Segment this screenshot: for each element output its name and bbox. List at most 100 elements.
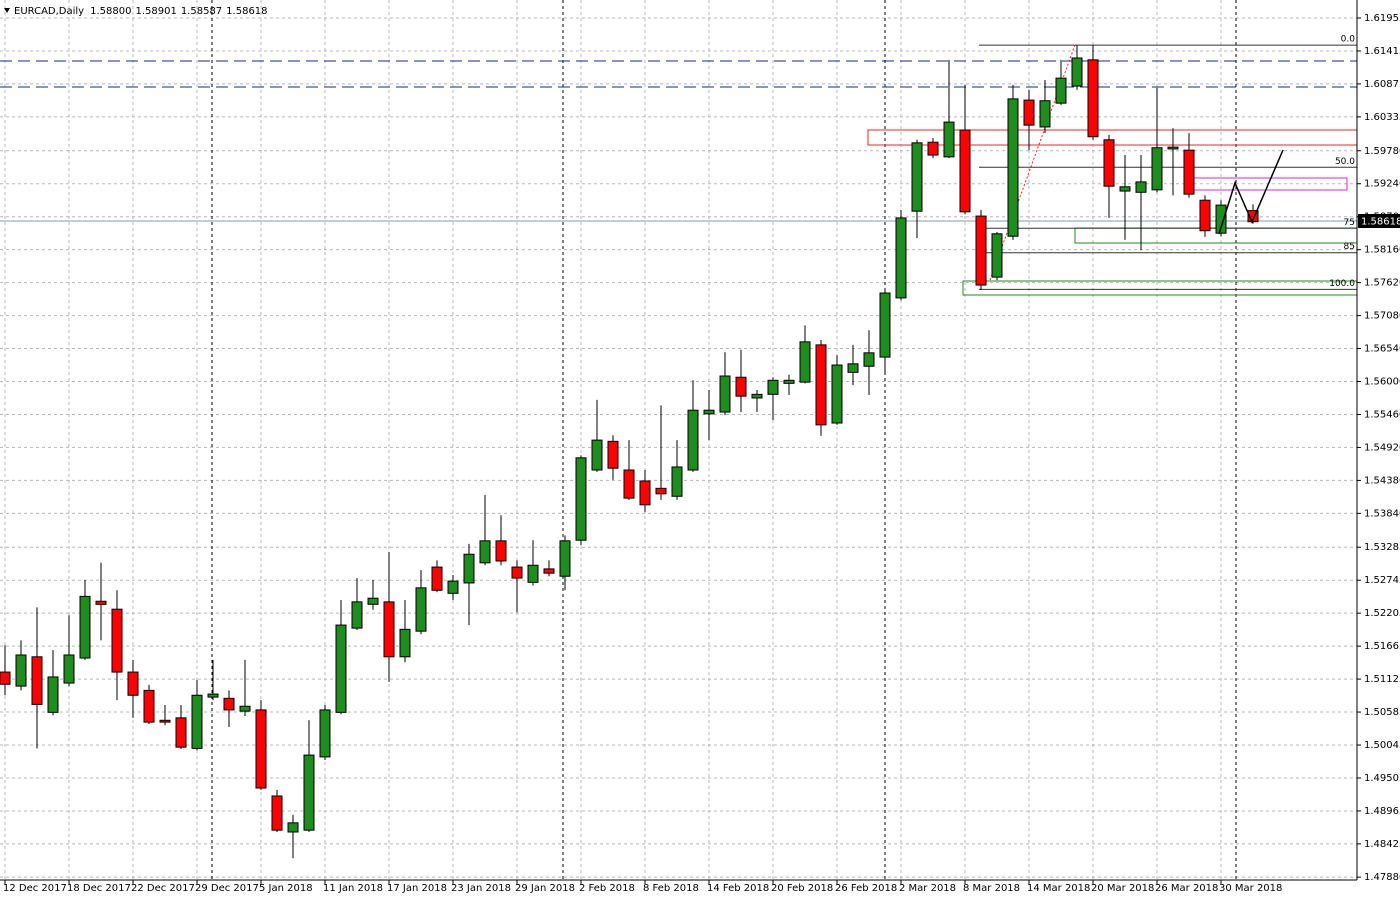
candle-body: [223, 697, 235, 711]
candle-body: [591, 439, 603, 471]
x-tick-label: 2 Feb 2018: [579, 883, 635, 894]
y-tick-label: 1.50585: [1364, 707, 1400, 718]
candle-body: [895, 217, 907, 299]
x-tick-label: 14 Feb 2018: [707, 883, 769, 894]
candle-body: [1199, 199, 1211, 232]
fibonacci: 0.0 50.0 75 85 100.0: [979, 35, 1357, 290]
candle-body: [831, 364, 843, 424]
x-tick-label: 22 Dec 2017: [131, 883, 195, 894]
y-tick-label: 1.47880: [1364, 872, 1400, 883]
candle-body: [959, 129, 971, 213]
y-tick-label: 1.56000: [1364, 377, 1400, 388]
candle-body: [927, 141, 939, 156]
candle-body: [815, 344, 827, 426]
open-label: 1.58800: [90, 6, 131, 17]
high-label: 1.58901: [135, 6, 176, 17]
candle-body: [559, 540, 571, 577]
close-label: 1.58618: [226, 6, 267, 17]
candle-body: [367, 597, 379, 605]
fib-label: 85: [1344, 242, 1355, 252]
candle-body: [1167, 146, 1179, 150]
fib-label: 0.0: [1341, 35, 1356, 45]
fib-label: 50.0: [1335, 157, 1355, 167]
fib-label: 100.0: [1329, 279, 1355, 289]
candle-body: [799, 341, 811, 383]
candle-body: [655, 487, 667, 495]
candle-body: [399, 628, 411, 658]
candles: [0, 45, 1259, 859]
candle-body: [527, 564, 539, 583]
candle-body: [127, 671, 139, 696]
candle-body: [415, 587, 427, 632]
x-tick-label: 2 Mar 2018: [899, 883, 956, 894]
candle-body: [911, 142, 923, 212]
candle-body: [447, 580, 459, 594]
candle-body: [239, 705, 251, 712]
y-tick-label: 1.61955: [1364, 13, 1400, 24]
candle-body: [0, 671, 11, 685]
y-tick-label: 1.52205: [1364, 608, 1400, 619]
candle-body: [495, 540, 507, 562]
candle-body: [607, 440, 619, 469]
x-tick-label: 18 Dec 2017: [67, 883, 131, 894]
y-tick-label: 1.54920: [1364, 442, 1400, 453]
y-tick-label: 1.61415: [1364, 46, 1400, 57]
y-tick-label: 1.54380: [1364, 475, 1400, 486]
header-arrow: [4, 8, 10, 13]
y-tick-label: 1.60875: [1364, 79, 1400, 90]
candle-body: [383, 601, 395, 658]
period-separators: [211, 0, 1237, 880]
y-tick-label: 1.51125: [1364, 674, 1400, 685]
candle-body: [943, 121, 955, 158]
candle-body: [175, 717, 187, 748]
fib-label: 75: [1344, 218, 1355, 228]
candle-body: [271, 795, 283, 831]
candle-body: [1183, 149, 1195, 195]
x-tick-label: 23 Jan 2018: [451, 883, 511, 894]
candle-body: [143, 689, 155, 723]
x-tick-label: 20 Mar 2018: [1091, 883, 1154, 894]
candle-body: [95, 600, 107, 605]
y-tick-label: 1.55460: [1364, 409, 1400, 420]
x-tick-label: 8 Mar 2018: [963, 883, 1020, 894]
x-tick-label: 26 Mar 2018: [1155, 883, 1218, 894]
candle-body: [303, 754, 315, 831]
candle-body: [159, 719, 171, 723]
low-label: 1.58587: [181, 6, 222, 17]
y-tick-label: 1.59780: [1364, 146, 1400, 157]
x-tick-label: 26 Feb 2018: [835, 883, 897, 894]
candle-body: [863, 352, 875, 367]
y-tick-label: 1.58160: [1364, 245, 1400, 256]
candle-body: [751, 393, 763, 399]
y-tick-label: 1.53285: [1364, 542, 1400, 553]
candle-body: [287, 822, 299, 833]
y-tick-label: 1.48425: [1364, 839, 1400, 850]
candle-body: [191, 694, 203, 749]
candle-body: [623, 469, 635, 499]
candle-body: [671, 466, 683, 497]
y-tick-label: 1.57080: [1364, 311, 1400, 322]
candle-body: [111, 608, 123, 673]
x-tick-label: 29 Dec 2017: [195, 883, 259, 894]
candle-body: [335, 624, 347, 713]
candle-body: [1135, 181, 1147, 193]
candle-body: [207, 693, 219, 698]
candle-body: [479, 540, 491, 564]
x-tick-label: 12 Dec 2017: [3, 883, 67, 894]
header: EURCAD,Daily 1.58800 1.58901 1.58587 1.58618: [14, 6, 268, 17]
candle-body: [1151, 147, 1163, 191]
candle-body: [719, 375, 731, 413]
candle-body: [511, 566, 523, 579]
candle-body: [991, 233, 1003, 278]
candle-body: [735, 376, 747, 397]
y-tick-label: 1.49505: [1364, 773, 1400, 784]
candle-body: [879, 292, 891, 358]
candle-body: [79, 595, 91, 659]
x-tick-label: 5 Jan 2018: [259, 883, 313, 894]
x-tick-label: 30 Mar 2018: [1219, 883, 1282, 894]
candle-body: [767, 379, 779, 395]
candle-body: [975, 215, 987, 286]
x-tick-label: 11 Jan 2018: [323, 883, 383, 894]
